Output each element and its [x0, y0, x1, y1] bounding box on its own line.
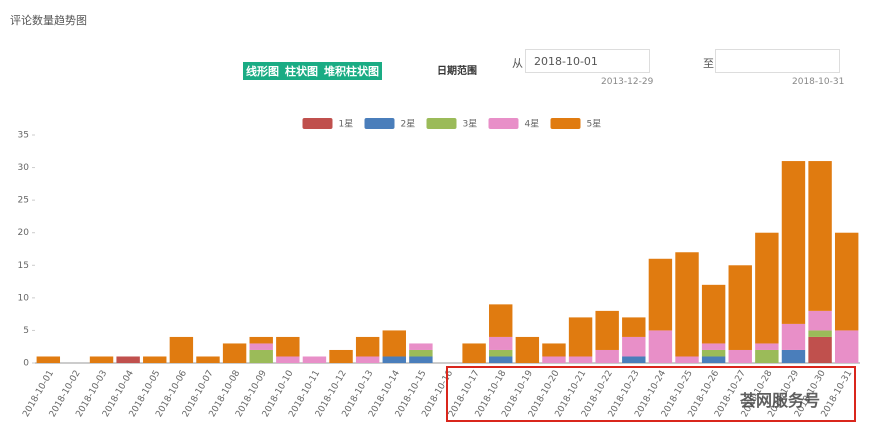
bar-segment: [781, 161, 806, 324]
bar-segment: [542, 356, 566, 363]
y-tick-label: 15: [18, 261, 29, 271]
from-label: 从: [512, 57, 523, 70]
y-tick-label: 5: [23, 326, 29, 336]
bar-segment: [355, 356, 380, 363]
legend-label: 4星: [525, 119, 540, 130]
bar-segment: [755, 232, 779, 344]
y-tick-label: 20: [18, 228, 30, 238]
bar-segment: [622, 317, 646, 337]
bar-segment: [595, 310, 619, 350]
bar-segment: [302, 356, 327, 363]
y-tick-label: 25: [18, 196, 29, 206]
page-title: 评论数量趋势图: [10, 14, 87, 27]
bar-segment: [675, 252, 699, 357]
legend-swatch: [488, 118, 519, 129]
bar-segment: [622, 336, 646, 357]
bar-segment: [409, 343, 433, 350]
stacked-button[interactable]: 堆积柱状图: [321, 62, 382, 80]
legend-swatch: [302, 118, 333, 129]
bar-segment: [409, 356, 433, 363]
bar-segment: [675, 356, 699, 363]
to-hint: 2018-10-31: [792, 77, 845, 87]
highlight-box: [446, 366, 856, 422]
bar-segment: [89, 356, 114, 363]
bar-segment: [808, 336, 832, 363]
bar-segment: [276, 356, 300, 363]
bar-segment: [222, 343, 247, 363]
watermark: 荟网服务号: [740, 391, 821, 410]
legend-label: 5星: [587, 119, 602, 130]
bar-segment: [542, 343, 566, 357]
bar-segment: [489, 356, 513, 363]
bar-segment: [249, 336, 273, 344]
legend-label: 3星: [463, 119, 478, 130]
bar-segment: [834, 330, 859, 363]
bar-segment: [781, 349, 806, 363]
date-range-label: 日期范围: [437, 66, 477, 77]
to-input[interactable]: [715, 49, 840, 73]
bar-segment: [196, 356, 220, 363]
bar-segment: [36, 356, 61, 363]
bar-segment: [808, 161, 832, 311]
chart-type-buttons: 线形图 柱状图 堆积柱状图: [243, 62, 382, 80]
legend-swatch: [364, 118, 395, 129]
bar-segment: [489, 336, 513, 350]
bar-segment: [276, 336, 300, 357]
bar-segment: [728, 349, 752, 363]
bar-segment: [329, 349, 353, 363]
legend-swatch: [426, 118, 457, 129]
bar-segment: [755, 343, 779, 350]
y-tick-label: 0: [23, 359, 29, 369]
bar-segment: [808, 330, 832, 337]
bar-segment: [489, 304, 513, 337]
y-tick-label: 35: [18, 131, 29, 141]
bar-segment: [808, 310, 832, 331]
bar-segment: [701, 284, 726, 344]
bar-segment: [834, 232, 859, 331]
bar-segment: [515, 336, 540, 363]
y-tick-label: 10: [18, 293, 30, 303]
bar-segment: [382, 356, 406, 363]
bar-segment: [355, 336, 380, 357]
bar-segment: [781, 323, 806, 350]
bar-segment: [701, 349, 726, 357]
bar-segment: [116, 356, 140, 363]
bar-segment: [622, 356, 646, 363]
legend-label: 2星: [401, 119, 416, 130]
bar-segment: [701, 356, 726, 363]
bar-segment: [169, 336, 194, 363]
bar-segment: [249, 349, 273, 363]
from-input[interactable]: 2018-10-01: [525, 49, 650, 73]
bar-segment: [648, 330, 673, 363]
bar-segment: [143, 356, 167, 363]
bar-segment: [568, 317, 593, 357]
bar-segment: [595, 349, 619, 363]
from-hint: 2013-12-29: [601, 77, 654, 87]
legend-swatch: [550, 118, 581, 129]
bar-segment: [462, 343, 486, 363]
bar-segment: [755, 349, 779, 363]
bar-segment: [728, 265, 752, 350]
y-tick-label: 30: [18, 163, 30, 173]
bar-button[interactable]: 柱状图: [282, 62, 321, 80]
bar-segment: [568, 356, 593, 363]
bar-segment: [648, 258, 673, 331]
legend-label: 1星: [339, 119, 354, 130]
to-label: 至: [703, 57, 714, 70]
bar-segment: [382, 330, 406, 357]
bar-segment: [249, 343, 273, 350]
bar-segment: [489, 349, 513, 357]
line-button[interactable]: 线形图: [243, 62, 282, 80]
bar-segment: [701, 343, 726, 350]
bar-segment: [409, 349, 433, 357]
